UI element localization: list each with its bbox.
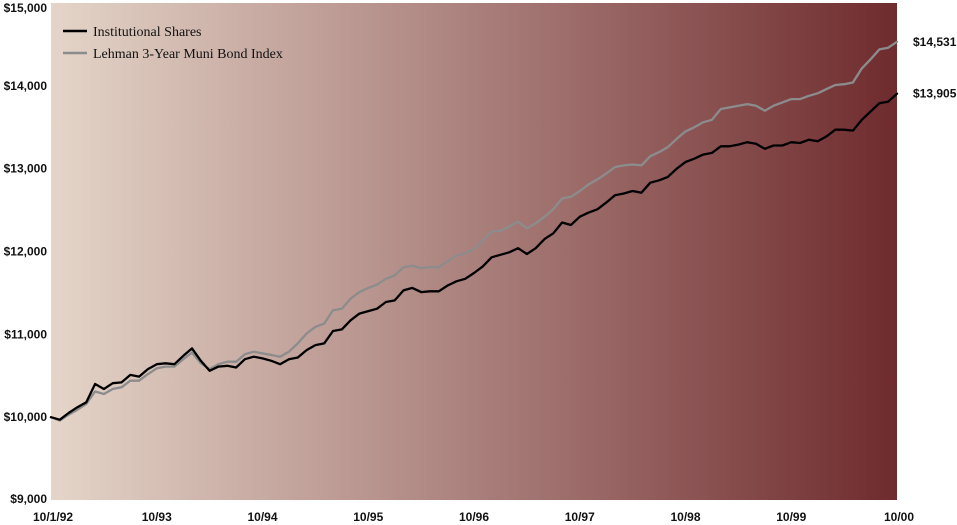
x-axis: 10/1/92 10/93 10/94 10/95 10/96 10/97 10/98 10/…: [33, 510, 914, 524]
legend: Institutional Shares Lehman 3-Year Muni …: [63, 25, 283, 62]
end-labels: $13,905 $14,531: [913, 35, 957, 101]
x-tick-label: 10/1/92: [33, 510, 73, 524]
y-tick-label: $15,000: [4, 1, 48, 15]
x-tick-label: 10/98: [670, 510, 700, 524]
series-line-institutional: [49, 92, 899, 421]
end-label-lehman: $14,531: [913, 35, 957, 49]
x-tick-label: 10/96: [459, 510, 489, 524]
y-axis: $9,000 $10,000 $11,000 $12,000 $13,000 $14,00…: [4, 1, 48, 506]
legend-label-institutional: Institutional Shares: [93, 25, 202, 40]
series-line-lehman: [49, 40, 899, 422]
x-tick-label: 10/93: [142, 510, 172, 524]
x-tick-label: 10/95: [353, 510, 383, 524]
y-tick-label: $10,000: [4, 410, 48, 424]
x-tick-label: 10/97: [565, 510, 595, 524]
legend-label-lehman: Lehman 3-Year Muni Bond Index: [93, 47, 283, 62]
x-tick-label: 10/99: [776, 510, 806, 524]
x-tick-label: 10/94: [247, 510, 277, 524]
series-lines: [49, 40, 899, 422]
y-tick-label: $14,000: [4, 79, 48, 93]
y-tick-label: $12,000: [4, 245, 48, 259]
x-tick-label: 10/00: [884, 510, 914, 524]
y-tick-label: $11,000: [4, 327, 47, 341]
y-tick-label: $9,000: [10, 492, 47, 506]
y-tick-label: $13,000: [4, 162, 48, 176]
plot-background: [51, 3, 897, 500]
end-label-institutional: $13,905: [913, 87, 957, 101]
